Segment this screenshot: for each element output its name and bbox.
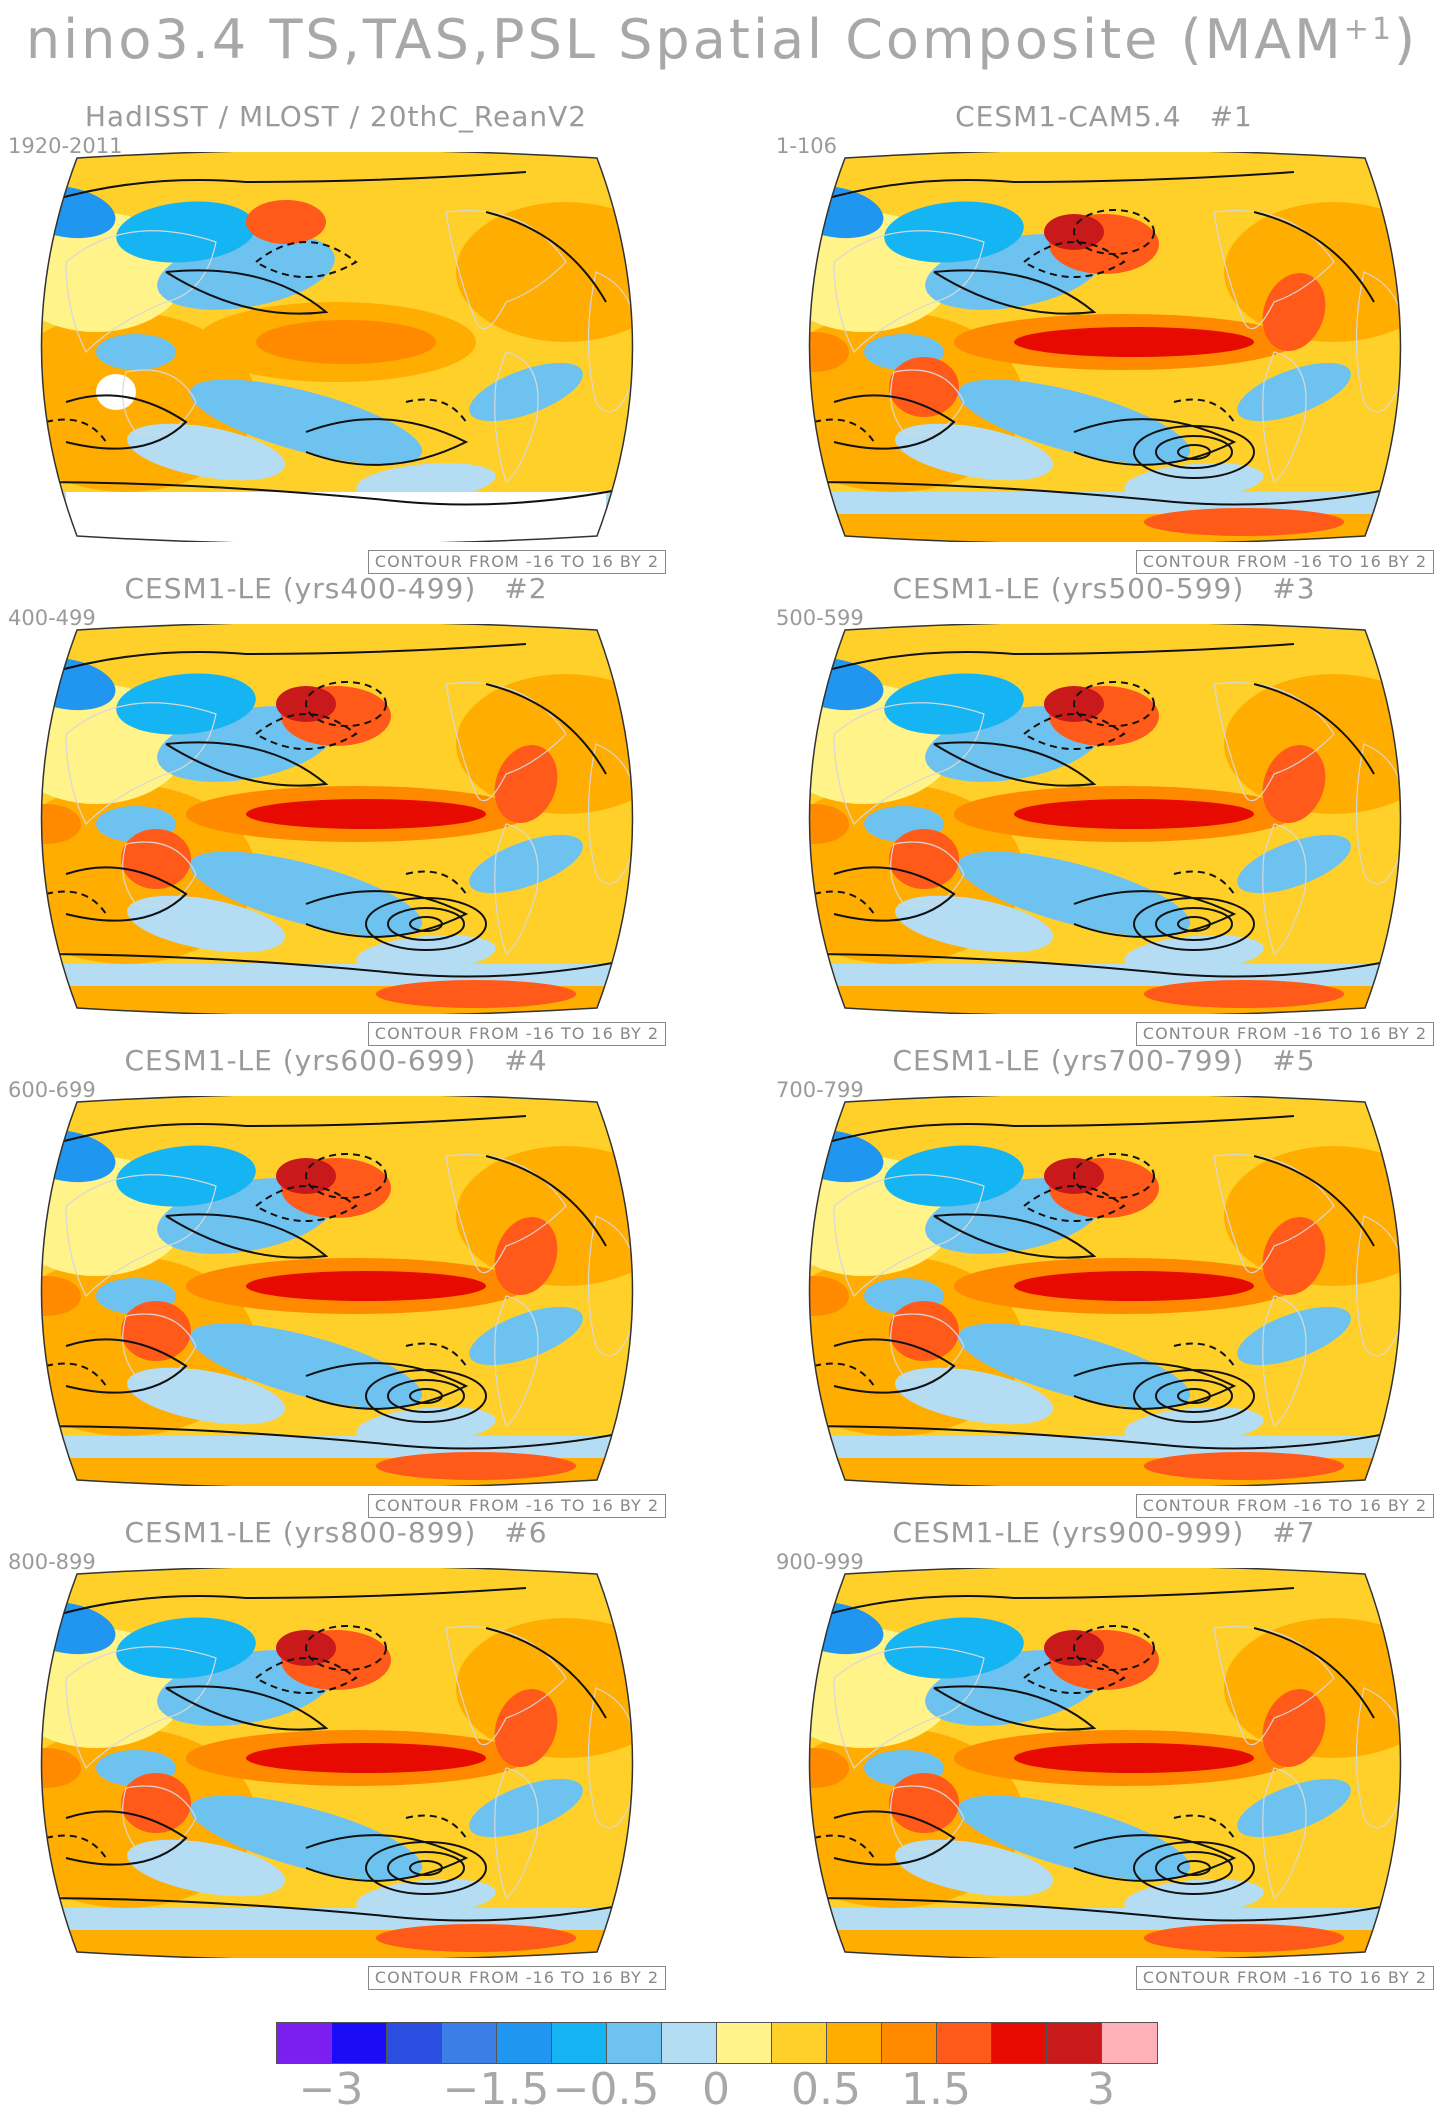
panel-title-text: HadISST / MLOST / 20thC_ReanV2 (84, 100, 588, 133)
colorbar-cell (882, 2023, 937, 2063)
composite-map (40, 1568, 634, 1958)
map-panel: CESM1-LE (yrs700-799) #5 700-799 CONTOUR FR… (768, 1044, 1440, 1518)
figure-title: nino3.4 TS,TAS,PSL Spatial Composite (MA… (25, 8, 1419, 71)
panel-title-text: CESM1-LE (yrs400-499) (124, 572, 477, 605)
colorbar-tick-label: 0 (702, 2064, 730, 2115)
colorbar-tick-label: 1.5 (901, 2064, 971, 2115)
map-panel: CESM1-LE (yrs800-899) #6 800-899 CONTOUR FR… (0, 1516, 672, 1990)
colorbar-cell (332, 2023, 387, 2063)
colorbar (276, 2022, 1158, 2064)
contour-info-label: CONTOUR FROM -16 TO 16 BY 2 (1135, 1494, 1434, 1518)
panel-title-text: CESM1-LE (yrs600-699) (124, 1044, 477, 1077)
contour-info-label: CONTOUR FROM -16 TO 16 BY 2 (367, 550, 666, 574)
map-panel: CESM1-LE (yrs900-999) #7 900-999 CONTOUR FR… (768, 1516, 1440, 1990)
colorbar-cell (607, 2023, 662, 2063)
panel-number: #3 (1272, 572, 1316, 605)
colorbar-cell (662, 2023, 717, 2063)
panel-title: HadISST / MLOST / 20thC_ReanV2 (0, 100, 672, 133)
map-panel: CESM1-LE (yrs500-599) #3 500-599 CONTOUR FR… (768, 572, 1440, 1046)
panel-number: #6 (504, 1516, 548, 1549)
colorbar-tick-label: 3 (1087, 2064, 1115, 2115)
panel-number: #4 (504, 1044, 548, 1077)
colorbar-tick-label: −0.5 (552, 2064, 660, 2115)
contour-info-label: CONTOUR FROM -16 TO 16 BY 2 (367, 1966, 666, 1990)
panel-years: 500-599 (776, 606, 864, 630)
panel-title: CESM1-LE (yrs900-999) #7 (768, 1516, 1440, 1549)
composite-map (808, 624, 1402, 1014)
composite-map (40, 624, 634, 1014)
colorbar-tick-label: 0.5 (791, 2064, 861, 2115)
colorbar-cell (992, 2023, 1047, 2063)
composite-map (40, 152, 634, 542)
panel-title-text: CESM1-CAM5.4 (955, 100, 1182, 133)
panel-years: 900-999 (776, 1550, 864, 1574)
colorbar-cell (497, 2023, 552, 2063)
panel-years: 700-799 (776, 1078, 864, 1102)
panel-title-text: CESM1-LE (yrs700-799) (892, 1044, 1245, 1077)
panel-years: 600-699 (8, 1078, 96, 1102)
panel-title-text: CESM1-LE (yrs900-999) (892, 1516, 1245, 1549)
colorbar-cell (937, 2023, 992, 2063)
colorbar-cell (717, 2023, 772, 2063)
panel-title-text: CESM1-LE (yrs800-899) (124, 1516, 477, 1549)
colorbar-tick-label: −1.5 (442, 2064, 550, 2115)
panel-title: CESM1-LE (yrs400-499) #2 (0, 572, 672, 605)
panel-title: CESM1-LE (yrs700-799) #5 (768, 1044, 1440, 1077)
colorbar-cell (552, 2023, 607, 2063)
composite-map (808, 1096, 1402, 1486)
colorbar-labels: −3 −1.5 −0.5 0 0.5 1.5 3 (0, 2064, 1444, 2124)
colorbar-cell (442, 2023, 497, 2063)
colorbar-tick-label: −3 (298, 2064, 364, 2115)
panel-title: CESM1-CAM5.4 #1 (768, 100, 1440, 133)
panel-years: 1-106 (776, 134, 838, 158)
colorbar-cell (277, 2023, 332, 2063)
panel-years: 400-499 (8, 606, 96, 630)
contour-info-label: CONTOUR FROM -16 TO 16 BY 2 (1135, 1966, 1434, 1990)
colorbar-cell (1102, 2023, 1157, 2063)
panel-years: 1920-2011 (8, 134, 123, 158)
panel-number: #2 (504, 572, 548, 605)
map-panel: HadISST / MLOST / 20thC_ReanV2 1920-2011 C… (0, 100, 672, 574)
panel-title: CESM1-LE (yrs800-899) #6 (0, 1516, 672, 1549)
map-panel: CESM1-LE (yrs600-699) #4 600-699 CONTOUR FR… (0, 1044, 672, 1518)
panel-number: #7 (1272, 1516, 1316, 1549)
map-panel: CESM1-CAM5.4 #1 1-106 CONTOUR FROM -16 TO 1… (768, 100, 1440, 574)
map-panel: CESM1-LE (yrs400-499) #2 400-499 CONTOUR FR… (0, 572, 672, 1046)
colorbar-cell (827, 2023, 882, 2063)
composite-map (808, 152, 1402, 542)
contour-info-label: CONTOUR FROM -16 TO 16 BY 2 (1135, 550, 1434, 574)
colorbar-cell (1047, 2023, 1102, 2063)
panel-title-text: CESM1-LE (yrs500-599) (892, 572, 1245, 605)
contour-info-label: CONTOUR FROM -16 TO 16 BY 2 (367, 1022, 666, 1046)
composite-map (808, 1568, 1402, 1958)
panel-title: CESM1-LE (yrs500-599) #3 (768, 572, 1440, 605)
colorbar-cell (772, 2023, 827, 2063)
contour-info-label: CONTOUR FROM -16 TO 16 BY 2 (1135, 1022, 1434, 1046)
panel-number: #5 (1272, 1044, 1316, 1077)
contour-info-label: CONTOUR FROM -16 TO 16 BY 2 (367, 1494, 666, 1518)
panel-title: CESM1-LE (yrs600-699) #4 (0, 1044, 672, 1077)
composite-map (40, 1096, 634, 1486)
panel-years: 800-899 (8, 1550, 96, 1574)
panel-number: #1 (1209, 100, 1253, 133)
colorbar-cell (387, 2023, 442, 2063)
